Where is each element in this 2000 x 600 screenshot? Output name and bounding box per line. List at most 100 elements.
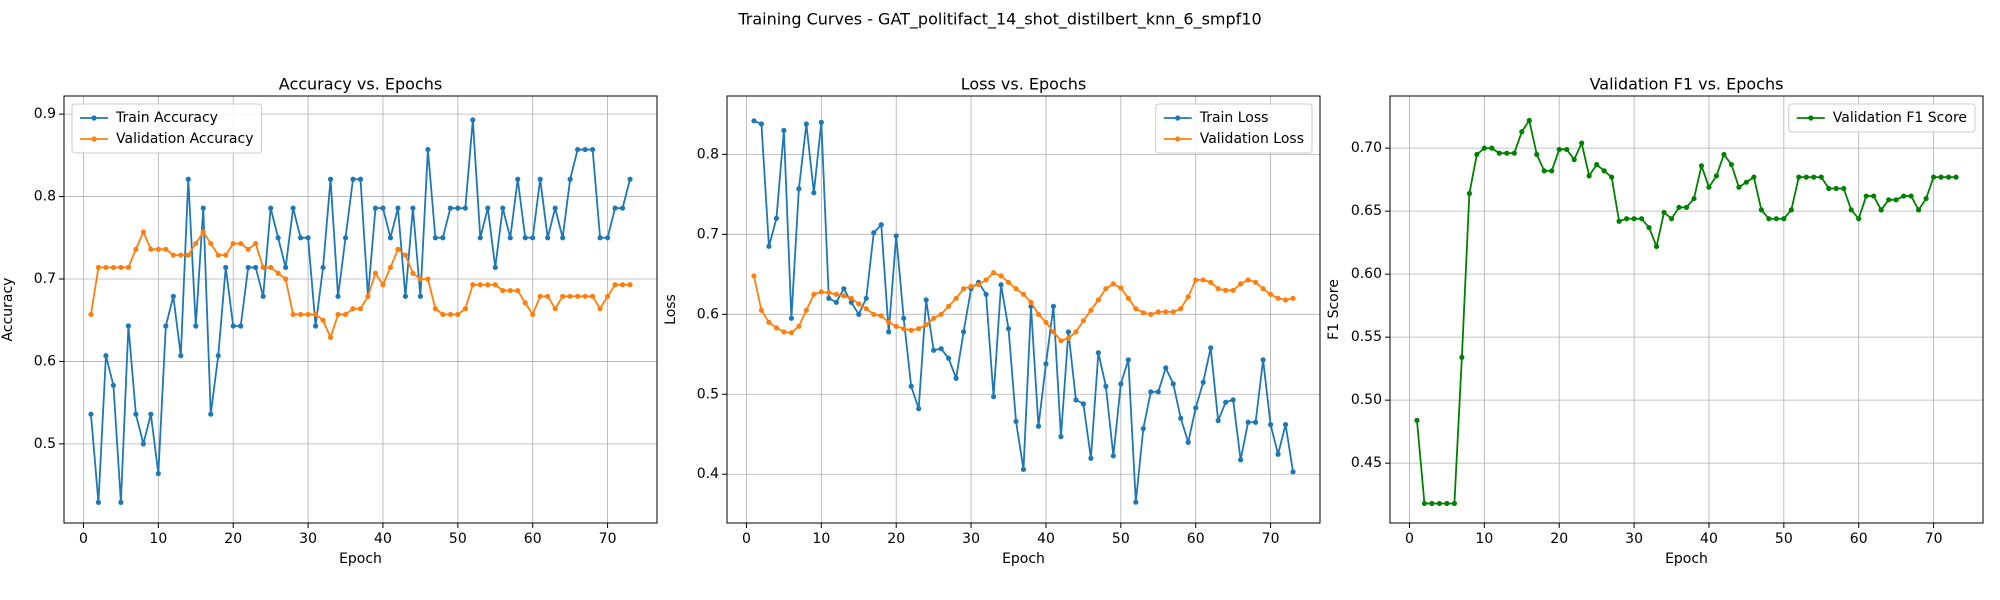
data-point: [1282, 422, 1289, 428]
data-point: [1863, 193, 1869, 199]
data-point: [1466, 190, 1472, 197]
data-point: [410, 270, 416, 276]
data-point: [766, 319, 772, 325]
data-point: [193, 323, 199, 329]
data-point: [826, 295, 832, 301]
x-tick-label: 10: [149, 531, 167, 547]
data-point: [582, 293, 588, 299]
data-point: [604, 293, 611, 299]
data-point: [260, 264, 266, 271]
data-point: [1444, 500, 1450, 507]
data-point: [148, 411, 154, 417]
data-point: [1253, 279, 1259, 285]
data-point: [766, 243, 772, 249]
y-tick-label: 0.5: [34, 436, 56, 452]
y-axis-label: Loss: [663, 294, 679, 325]
data-point: [1474, 151, 1480, 158]
data-point: [1185, 439, 1191, 445]
data-point: [342, 235, 349, 241]
legend-label: Train Loss: [1199, 110, 1269, 126]
y-axis-label: Accuracy: [0, 278, 16, 342]
data-point: [1193, 405, 1199, 411]
data-point: [312, 311, 319, 318]
data-point: [1208, 345, 1214, 351]
data-point: [901, 315, 907, 321]
data-point: [818, 119, 824, 125]
data-point: [1908, 193, 1914, 199]
data-point: [803, 307, 809, 313]
data-point: [515, 176, 521, 182]
data-point: [1005, 326, 1012, 332]
data-point: [507, 287, 513, 294]
data-point: [1811, 174, 1817, 180]
data-point: [1223, 287, 1229, 293]
data-point: [133, 411, 139, 417]
data-point: [417, 293, 423, 299]
data-point: [1624, 216, 1630, 222]
data-point: [811, 291, 817, 297]
data-point: [552, 306, 558, 312]
data-point: [773, 325, 780, 331]
data-point: [953, 295, 959, 301]
data-point: [893, 323, 899, 329]
data-point: [283, 276, 289, 282]
data-point: [953, 375, 959, 381]
data-point: [230, 323, 236, 329]
data-point: [1489, 145, 1495, 151]
legend: Validation F1 Score: [1788, 103, 1976, 133]
data-point: [507, 235, 513, 241]
data-point: [751, 118, 757, 124]
x-tick-label: 40: [374, 531, 392, 547]
data-point: [290, 205, 296, 211]
data-point: [1238, 457, 1244, 463]
x-tick-label: 50: [449, 531, 467, 547]
data-point: [1481, 145, 1487, 151]
data-point: [1496, 150, 1502, 156]
data-point: [1140, 310, 1146, 316]
data-point: [238, 323, 244, 329]
data-point: [372, 205, 379, 211]
data-point: [1020, 466, 1027, 473]
data-point: [848, 295, 854, 301]
data-point: [178, 353, 184, 359]
data-point: [260, 293, 266, 299]
data-point: [796, 323, 802, 329]
y-tick-label: 0.6: [697, 306, 719, 322]
data-point: [1945, 174, 1952, 180]
data-point: [968, 283, 974, 289]
data-point: [133, 246, 139, 252]
data-point: [380, 282, 386, 288]
data-point: [327, 176, 334, 182]
data-point: [530, 235, 536, 241]
data-point: [1526, 117, 1532, 124]
data-point: [1549, 168, 1555, 174]
data-point: [1050, 329, 1057, 335]
legend-marker: [1808, 115, 1814, 121]
data-point: [1013, 418, 1019, 425]
data-point: [365, 293, 371, 299]
data-point: [590, 146, 596, 153]
data-point: [447, 311, 453, 318]
data-point: [425, 146, 431, 153]
data-point: [575, 293, 581, 299]
data-point: [402, 252, 409, 258]
data-point: [230, 240, 236, 247]
data-point: [357, 176, 364, 182]
x-tick-label: 50: [1775, 531, 1793, 547]
x-tick-label: 60: [1850, 531, 1868, 547]
data-point: [597, 235, 603, 241]
y-tick-label: 0.55: [1351, 329, 1382, 345]
data-point: [1013, 286, 1019, 292]
data-point: [990, 270, 997, 276]
data-point: [1290, 295, 1296, 301]
x-tick-label: 70: [1925, 531, 1943, 547]
subplot: Accuracy vs. Epochs 0 10 20 30 40 50 60 70 0.5 0.6…: [0, 75, 658, 567]
data-point: [223, 264, 229, 271]
data-point: [1110, 453, 1116, 459]
data-point: [923, 297, 929, 303]
x-tick-label: 20: [224, 531, 242, 547]
data-point: [1638, 216, 1645, 222]
data-point: [1178, 415, 1184, 421]
data-point: [848, 299, 854, 305]
data-point: [1095, 297, 1101, 303]
